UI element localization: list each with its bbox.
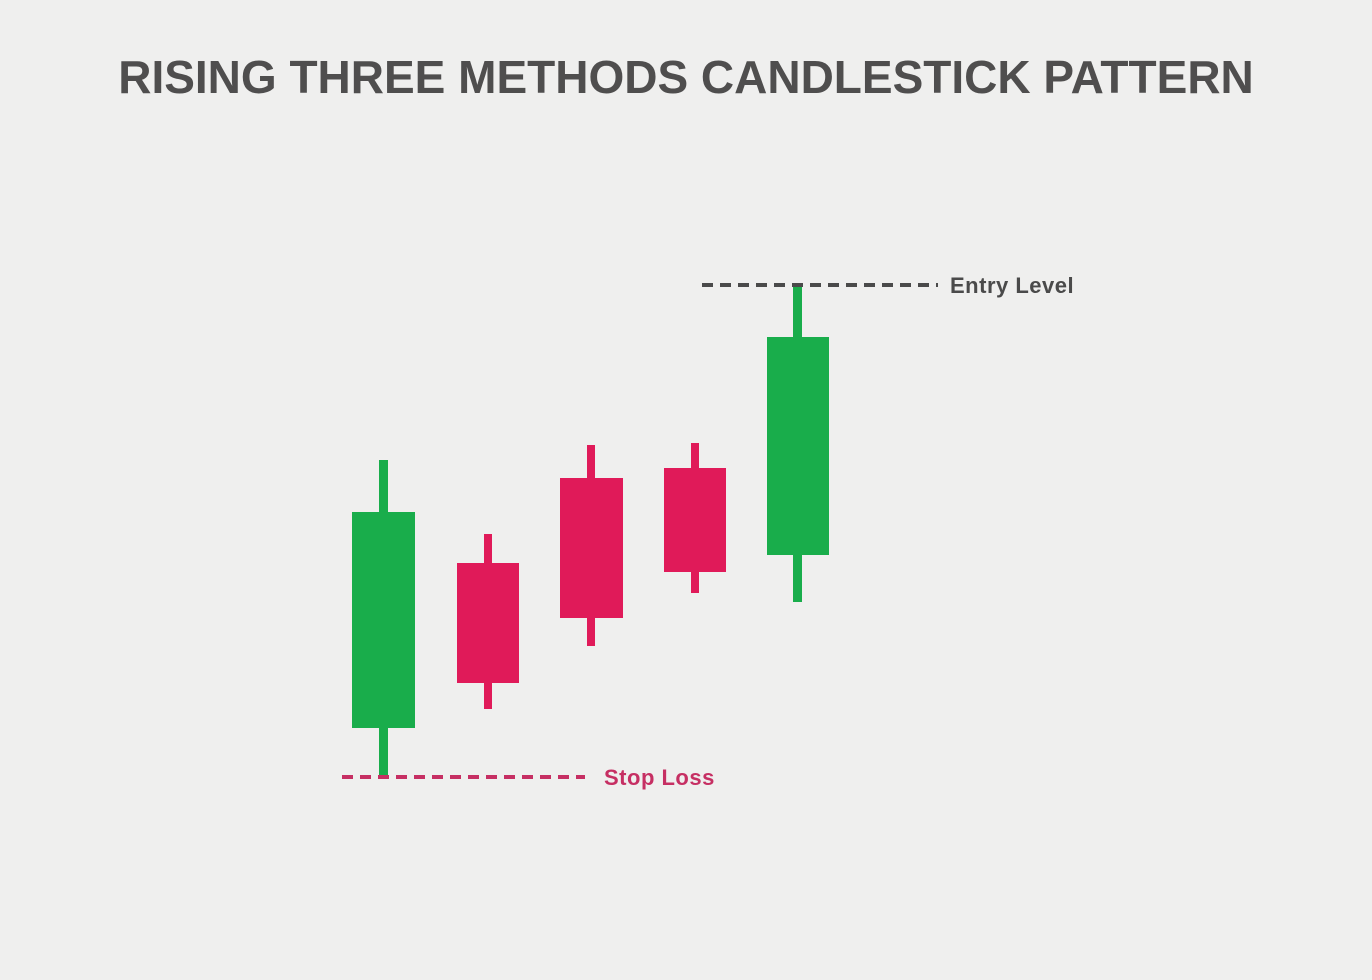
page-title: RISING THREE METHODS CANDLESTICK PATTERN <box>118 51 1254 103</box>
stop-loss-dashed-line <box>342 775 585 779</box>
candle-2-body-bearish <box>457 563 519 683</box>
candle-5-body-bullish <box>767 337 829 555</box>
candle-1-body-bullish <box>352 512 415 728</box>
candle-4-body-bearish <box>664 468 726 572</box>
candle-3-body-bearish <box>560 478 623 618</box>
entry-level-dashed-line <box>702 283 938 287</box>
stop-loss-label: Stop Loss <box>604 765 715 790</box>
entry-level-label: Entry Level <box>950 273 1075 298</box>
